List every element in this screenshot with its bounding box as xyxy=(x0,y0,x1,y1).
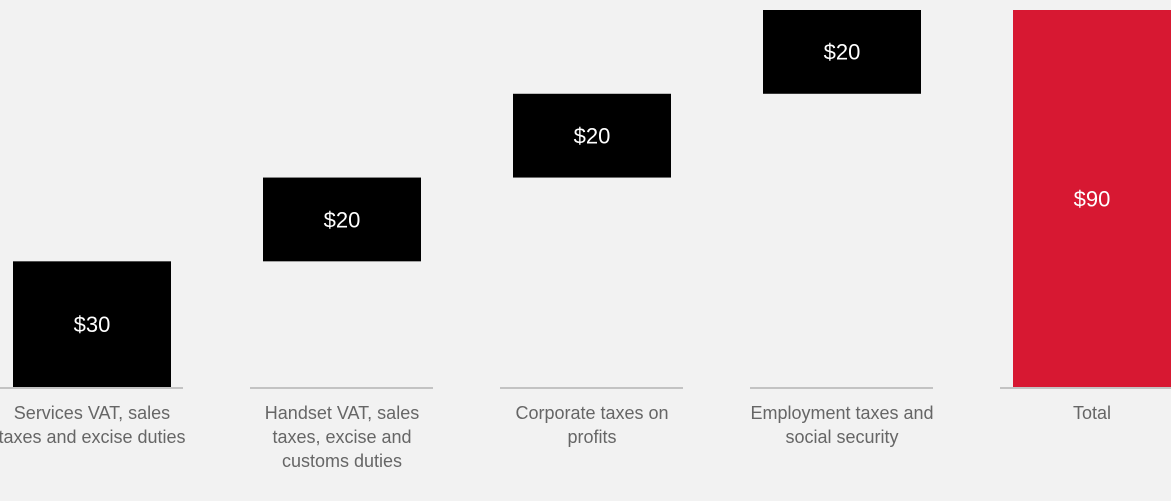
bar-value-label: $20 xyxy=(824,40,861,65)
bar xyxy=(13,261,171,387)
bar xyxy=(513,93,671,178)
category-label: Total xyxy=(1072,403,1112,423)
bar-value-label: $90 xyxy=(1074,186,1111,211)
bar-value-label: $20 xyxy=(574,123,611,148)
bar xyxy=(763,10,921,94)
category-label: Services VAT, sales taxes and excise dut… xyxy=(0,403,186,447)
bar-value-label: $20 xyxy=(324,207,361,232)
bar xyxy=(1013,10,1171,387)
category-label: Employment taxes and social security xyxy=(750,403,934,447)
bar xyxy=(263,177,421,262)
bar-value-label: $30 xyxy=(74,312,111,337)
category-label: Corporate taxes on profits xyxy=(515,403,669,447)
category-label: Handset VAT, sales taxes, excise and cus… xyxy=(264,403,420,471)
